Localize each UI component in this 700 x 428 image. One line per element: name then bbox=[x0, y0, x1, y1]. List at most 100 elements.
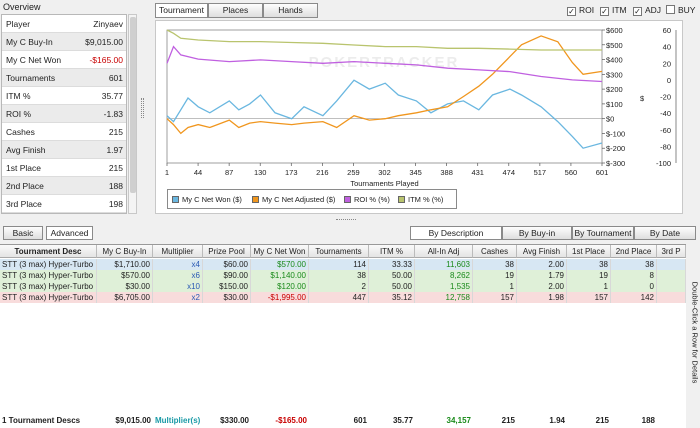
overview-row-value: $9,015.00 bbox=[85, 37, 123, 47]
x-tick-label: 130 bbox=[254, 168, 267, 177]
table-cell: 34,157 bbox=[446, 416, 471, 425]
overview-row: ROI % -1.83 bbox=[2, 105, 126, 123]
money-tick-label: $-300 bbox=[606, 159, 625, 168]
table-cell: 215 bbox=[501, 416, 515, 425]
legend-swatch bbox=[398, 196, 405, 203]
overview-row-value: 601 bbox=[108, 73, 123, 83]
table-cell: STT (3 max) Hyper-Turbo bbox=[0, 259, 97, 270]
overview-row: My C Net Won -$165.00 bbox=[2, 51, 126, 69]
by-buyin-button[interactable]: By Buy-in bbox=[502, 226, 572, 240]
table-row[interactable]: STT (3 max) Hyper-Turbo $6,705.00 x2 $30.00… bbox=[0, 292, 686, 303]
x-tick-label: 560 bbox=[565, 168, 578, 177]
vertical-splitter-grip[interactable] bbox=[141, 98, 144, 118]
percent-tick-label: -60 bbox=[660, 126, 671, 135]
table-cell: My C Buy-In bbox=[97, 245, 153, 258]
tab-places[interactable]: Places bbox=[208, 3, 263, 18]
table-row[interactable]: STT (3 max) Hyper-Turbo $30.00 x10 $150.00 $… bbox=[0, 281, 686, 292]
table-header-row[interactable]: Tournament Desc My C Buy-In Multiplier Priz… bbox=[0, 245, 686, 258]
table-cell: 1.94 bbox=[549, 416, 565, 425]
percent-tick-label: 40 bbox=[663, 43, 671, 52]
advanced-button[interactable]: Advanced bbox=[46, 226, 93, 240]
table-cell: 33.33 bbox=[369, 259, 415, 270]
table-cell: 3rd P bbox=[657, 245, 686, 258]
overview-row: Avg Finish 1.97 bbox=[2, 141, 126, 159]
table-cell: 601 bbox=[353, 416, 367, 425]
table-cell: 1,535 bbox=[415, 281, 473, 292]
table-cell: $6,705.00 bbox=[97, 292, 153, 303]
legend-label: ITM % (%) bbox=[408, 195, 444, 204]
x-axis-label: Tournaments Played bbox=[350, 179, 418, 188]
buy-checkbox[interactable]: BUY bbox=[666, 4, 695, 16]
table-cell: 38 bbox=[611, 259, 657, 270]
table-cell: x2 bbox=[153, 292, 203, 303]
table-total-row[interactable]: 1 Tournament Descs $9,015.00 Multiplier(s)… bbox=[0, 415, 686, 426]
series-line bbox=[166, 79, 603, 149]
table-cell: Prize Pool bbox=[203, 245, 251, 258]
overview-scrollbar[interactable] bbox=[128, 14, 137, 214]
legend-swatch bbox=[344, 196, 351, 203]
side-hint: Double-Click a Row for Details bbox=[688, 244, 700, 428]
table-cell: 2nd Place bbox=[611, 245, 657, 258]
by-date-button[interactable]: By Date bbox=[634, 226, 696, 240]
basic-button[interactable]: Basic bbox=[3, 226, 43, 240]
buy-checkbox-box[interactable] bbox=[666, 5, 675, 14]
table-cell: Cashes bbox=[473, 245, 517, 258]
series-line bbox=[166, 29, 602, 51]
x-tick-label: 259 bbox=[347, 168, 360, 177]
money-tick-label: $100 bbox=[606, 100, 623, 109]
overview-scrollbar-thumb[interactable] bbox=[130, 17, 136, 193]
table-cell: 8,262 bbox=[415, 270, 473, 281]
by-tournament-button[interactable]: By Tournament bbox=[572, 226, 634, 240]
table-cell: $30.00 bbox=[203, 292, 251, 303]
table-cell: 1 bbox=[567, 281, 611, 292]
money-tick-label: $300 bbox=[606, 70, 623, 79]
overview-row-label: ITM % bbox=[6, 91, 31, 101]
tab-hands[interactable]: Hands bbox=[263, 3, 318, 18]
x-tick-label: 44 bbox=[194, 168, 202, 177]
overview-row-value: 35.77 bbox=[101, 91, 123, 101]
table-cell: 1.98 bbox=[517, 292, 567, 303]
overview-row: 3rd Place 198 bbox=[2, 195, 126, 213]
table-cell: My C Net Won bbox=[251, 245, 309, 258]
percent-tick-label: -80 bbox=[660, 142, 671, 151]
table-cell bbox=[657, 292, 686, 303]
horizontal-splitter-grip[interactable] bbox=[336, 219, 356, 222]
money-tick-label: $-100 bbox=[606, 129, 625, 138]
legend-item-roi: ROI % (%) bbox=[344, 195, 390, 204]
adj-checkbox[interactable]: ✓ ADJ bbox=[633, 4, 661, 16]
results-chart-svg: POKERTRACKER 1 44 87 130 173 216 259 302 345 388 43… bbox=[165, 26, 677, 188]
overview-row-value: -$165.00 bbox=[89, 55, 123, 65]
series-line bbox=[166, 45, 603, 83]
percent-tick-label: 20 bbox=[663, 59, 671, 68]
money-tick-label: $400 bbox=[606, 56, 623, 65]
table-cell: x6 bbox=[153, 270, 203, 281]
table-cell: Avg Finish bbox=[517, 245, 567, 258]
x-tick-label: 388 bbox=[440, 168, 453, 177]
money-tick-label: $-200 bbox=[606, 144, 625, 153]
table-cell: $570.00 bbox=[251, 259, 309, 270]
itm-checkbox-box[interactable]: ✓ bbox=[600, 7, 609, 16]
legend-label: My C Net Won ($) bbox=[182, 195, 242, 204]
percent-tick-label: 60 bbox=[663, 26, 671, 35]
table-row[interactable]: STT (3 max) Hyper-Turbo $570.00 x6 $90.00 $1… bbox=[0, 270, 686, 281]
overview-row: ITM % 35.77 bbox=[2, 87, 126, 105]
table-cell: $90.00 bbox=[203, 270, 251, 281]
overview-row: Cashes 215 bbox=[2, 123, 126, 141]
table-cell bbox=[657, 259, 686, 270]
table-cell: STT (3 max) Hyper-Turbo bbox=[0, 281, 97, 292]
results-chart: POKERTRACKER 1 44 87 130 173 216 259 302 345 388 43… bbox=[155, 20, 683, 214]
adj-checkbox-box[interactable]: ✓ bbox=[633, 7, 642, 16]
table-row[interactable]: STT (3 max) Hyper-Turbo $1,710.00 x4 $60.00… bbox=[0, 259, 686, 270]
table-cell: 35.12 bbox=[369, 292, 415, 303]
by-description-button[interactable]: By Description bbox=[410, 226, 502, 240]
itm-checkbox[interactable]: ✓ ITM bbox=[600, 4, 627, 16]
table-cell bbox=[657, 415, 686, 426]
table-cell: 2.00 bbox=[517, 259, 567, 270]
overview-row-value: -1.83 bbox=[103, 109, 123, 119]
overview-row-label: 3rd Place bbox=[6, 199, 42, 209]
tab-tournament[interactable]: Tournament bbox=[155, 3, 208, 18]
overview-row-label: Avg Finish bbox=[6, 145, 46, 155]
roi-checkbox-box[interactable]: ✓ bbox=[567, 7, 576, 16]
roi-checkbox[interactable]: ✓ ROI bbox=[567, 4, 594, 16]
percent-tick-label: -40 bbox=[660, 109, 671, 118]
